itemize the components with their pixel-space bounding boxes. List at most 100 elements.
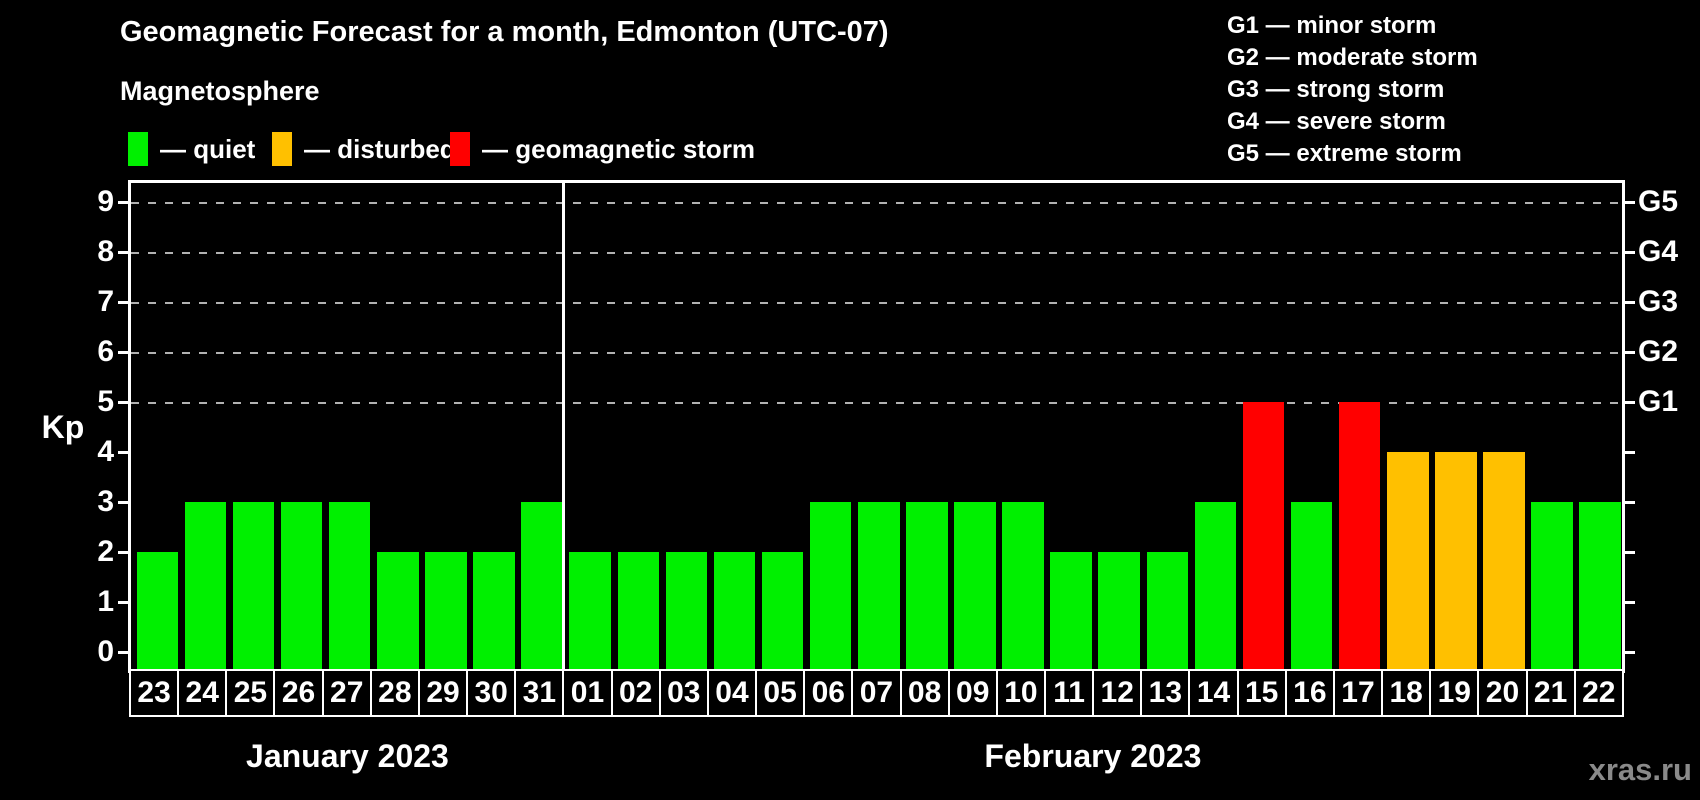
left-tick-3 (118, 501, 131, 504)
month-label-0: January 2023 (246, 738, 449, 774)
g-axis-label-g2: G2 (1638, 335, 1679, 368)
y-axis-label-3: 3 (97, 485, 114, 518)
gridline-kp9 (131, 202, 1622, 204)
left-tick-6 (118, 351, 131, 354)
right-tick-5 (1622, 401, 1635, 404)
kp-bar-day-18 (1387, 452, 1429, 670)
g-axis-label-g4: G4 (1638, 235, 1679, 268)
day-label-05: 05 (755, 669, 806, 717)
right-tick-8 (1622, 251, 1635, 254)
g-axis-label-g5: G5 (1638, 185, 1679, 218)
kp-bar-day-12 (1098, 552, 1140, 670)
g-axis-label-g3: G3 (1638, 285, 1679, 318)
status-legend: — quiet — disturbed — geomagnetic storm (0, 129, 1100, 169)
kp-bar-day-22 (1579, 502, 1621, 670)
disturbed-label: — disturbed (304, 133, 456, 164)
watermark: xras.ru (1588, 752, 1692, 787)
quiet-label: — quiet (160, 133, 256, 164)
y-axis-label-6: 6 (97, 335, 114, 368)
day-label-29: 29 (417, 669, 469, 717)
kp-bar-day-20 (1483, 452, 1525, 670)
y-axis-label-2: 2 (97, 535, 114, 568)
kp-bar-day-21 (1531, 502, 1573, 670)
day-label-16: 16 (1284, 669, 1335, 717)
kp-bar-day-29 (425, 552, 467, 670)
right-tick-9 (1622, 201, 1635, 204)
right-tick-0 (1622, 651, 1635, 654)
day-label-27: 27 (321, 669, 372, 717)
g-legend-g3: G3 — strong storm (1227, 76, 1445, 103)
day-label-24: 24 (177, 669, 228, 717)
kp-bar-day-04 (713, 552, 756, 670)
left-tick-5 (118, 401, 131, 404)
left-tick-2 (118, 551, 131, 554)
kp-bar-day-17 (1338, 402, 1381, 670)
kp-bar-day-13 (1146, 552, 1188, 670)
day-label-17: 17 (1332, 669, 1384, 717)
day-label-15: 15 (1236, 669, 1287, 717)
day-label-19: 19 (1429, 669, 1480, 717)
g-legend-g5: G5 — extreme storm (1227, 140, 1462, 167)
day-label-26: 26 (273, 669, 324, 717)
y-axis-label-8: 8 (97, 235, 114, 268)
day-label-25: 25 (225, 669, 276, 717)
g-scale-legend: G1 — minor storm G2 — moderate storm G3 — … (1227, 10, 1478, 170)
day-label-02: 02 (610, 669, 661, 717)
gridline-kp6 (131, 352, 1622, 354)
kp-bar-day-28 (377, 552, 419, 670)
right-tick-6 (1622, 351, 1635, 354)
y-axis-label-0: 0 (97, 635, 114, 668)
legend-item-quiet: — quiet (128, 129, 255, 169)
day-label-28: 28 (369, 669, 420, 717)
kp-bar-day-24 (184, 502, 227, 670)
kp-bar-day-07 (858, 502, 900, 670)
gridline-kp8 (131, 252, 1622, 254)
day-label-20: 20 (1477, 669, 1528, 717)
right-tick-3 (1622, 501, 1635, 504)
y-axis-label-5: 5 (97, 385, 114, 418)
right-tick-4 (1622, 451, 1635, 454)
day-label-31: 31 (514, 669, 565, 717)
gridline-kp7 (131, 302, 1622, 304)
y-axis-title: Kp (41, 409, 85, 445)
month-label-1: February 2023 (984, 738, 1202, 774)
g-legend-g1: G1 — minor storm (1227, 12, 1437, 39)
magnetosphere-heading: Magnetosphere (120, 76, 320, 106)
day-label-14: 14 (1188, 669, 1239, 717)
quiet-swatch (128, 132, 148, 166)
kp-bar-day-14 (1194, 502, 1237, 670)
left-tick-4 (118, 451, 131, 454)
kp-bar-day-25 (232, 502, 275, 670)
day-label-23: 23 (129, 669, 180, 717)
left-tick-0 (118, 651, 131, 654)
kp-bar-day-19 (1435, 452, 1477, 670)
kp-bar-day-16 (1290, 502, 1333, 670)
gridline-kp5 (131, 402, 1622, 404)
kp-bar-day-08 (906, 502, 948, 670)
y-axis-label-7: 7 (97, 285, 114, 318)
legend-item-storm: — geomagnetic storm (450, 129, 755, 169)
day-label-21: 21 (1525, 669, 1576, 717)
right-tick-7 (1622, 301, 1635, 304)
g-axis-label-g1: G1 (1638, 385, 1679, 418)
kp-bar-day-11 (1050, 552, 1092, 670)
day-label-06: 06 (803, 669, 854, 717)
legend-item-disturbed: — disturbed (272, 129, 456, 169)
y-axis-label-9: 9 (97, 185, 114, 218)
day-label-22: 22 (1573, 669, 1624, 717)
g-legend-g4: G4 — severe storm (1227, 108, 1446, 135)
kp-bar-day-05 (761, 552, 804, 670)
day-label-11: 11 (1043, 669, 1095, 717)
left-tick-9 (118, 201, 131, 204)
storm-label: — geomagnetic storm (482, 133, 756, 164)
day-label-30: 30 (466, 669, 517, 717)
day-label-12: 12 (1092, 669, 1143, 717)
left-tick-1 (118, 601, 131, 604)
day-label-09: 09 (947, 669, 998, 717)
day-label-03: 03 (658, 669, 709, 717)
kp-bar-day-03 (665, 552, 708, 670)
y-axis-label-4: 4 (97, 435, 114, 468)
storm-swatch (450, 132, 470, 166)
right-tick-2 (1622, 551, 1635, 554)
